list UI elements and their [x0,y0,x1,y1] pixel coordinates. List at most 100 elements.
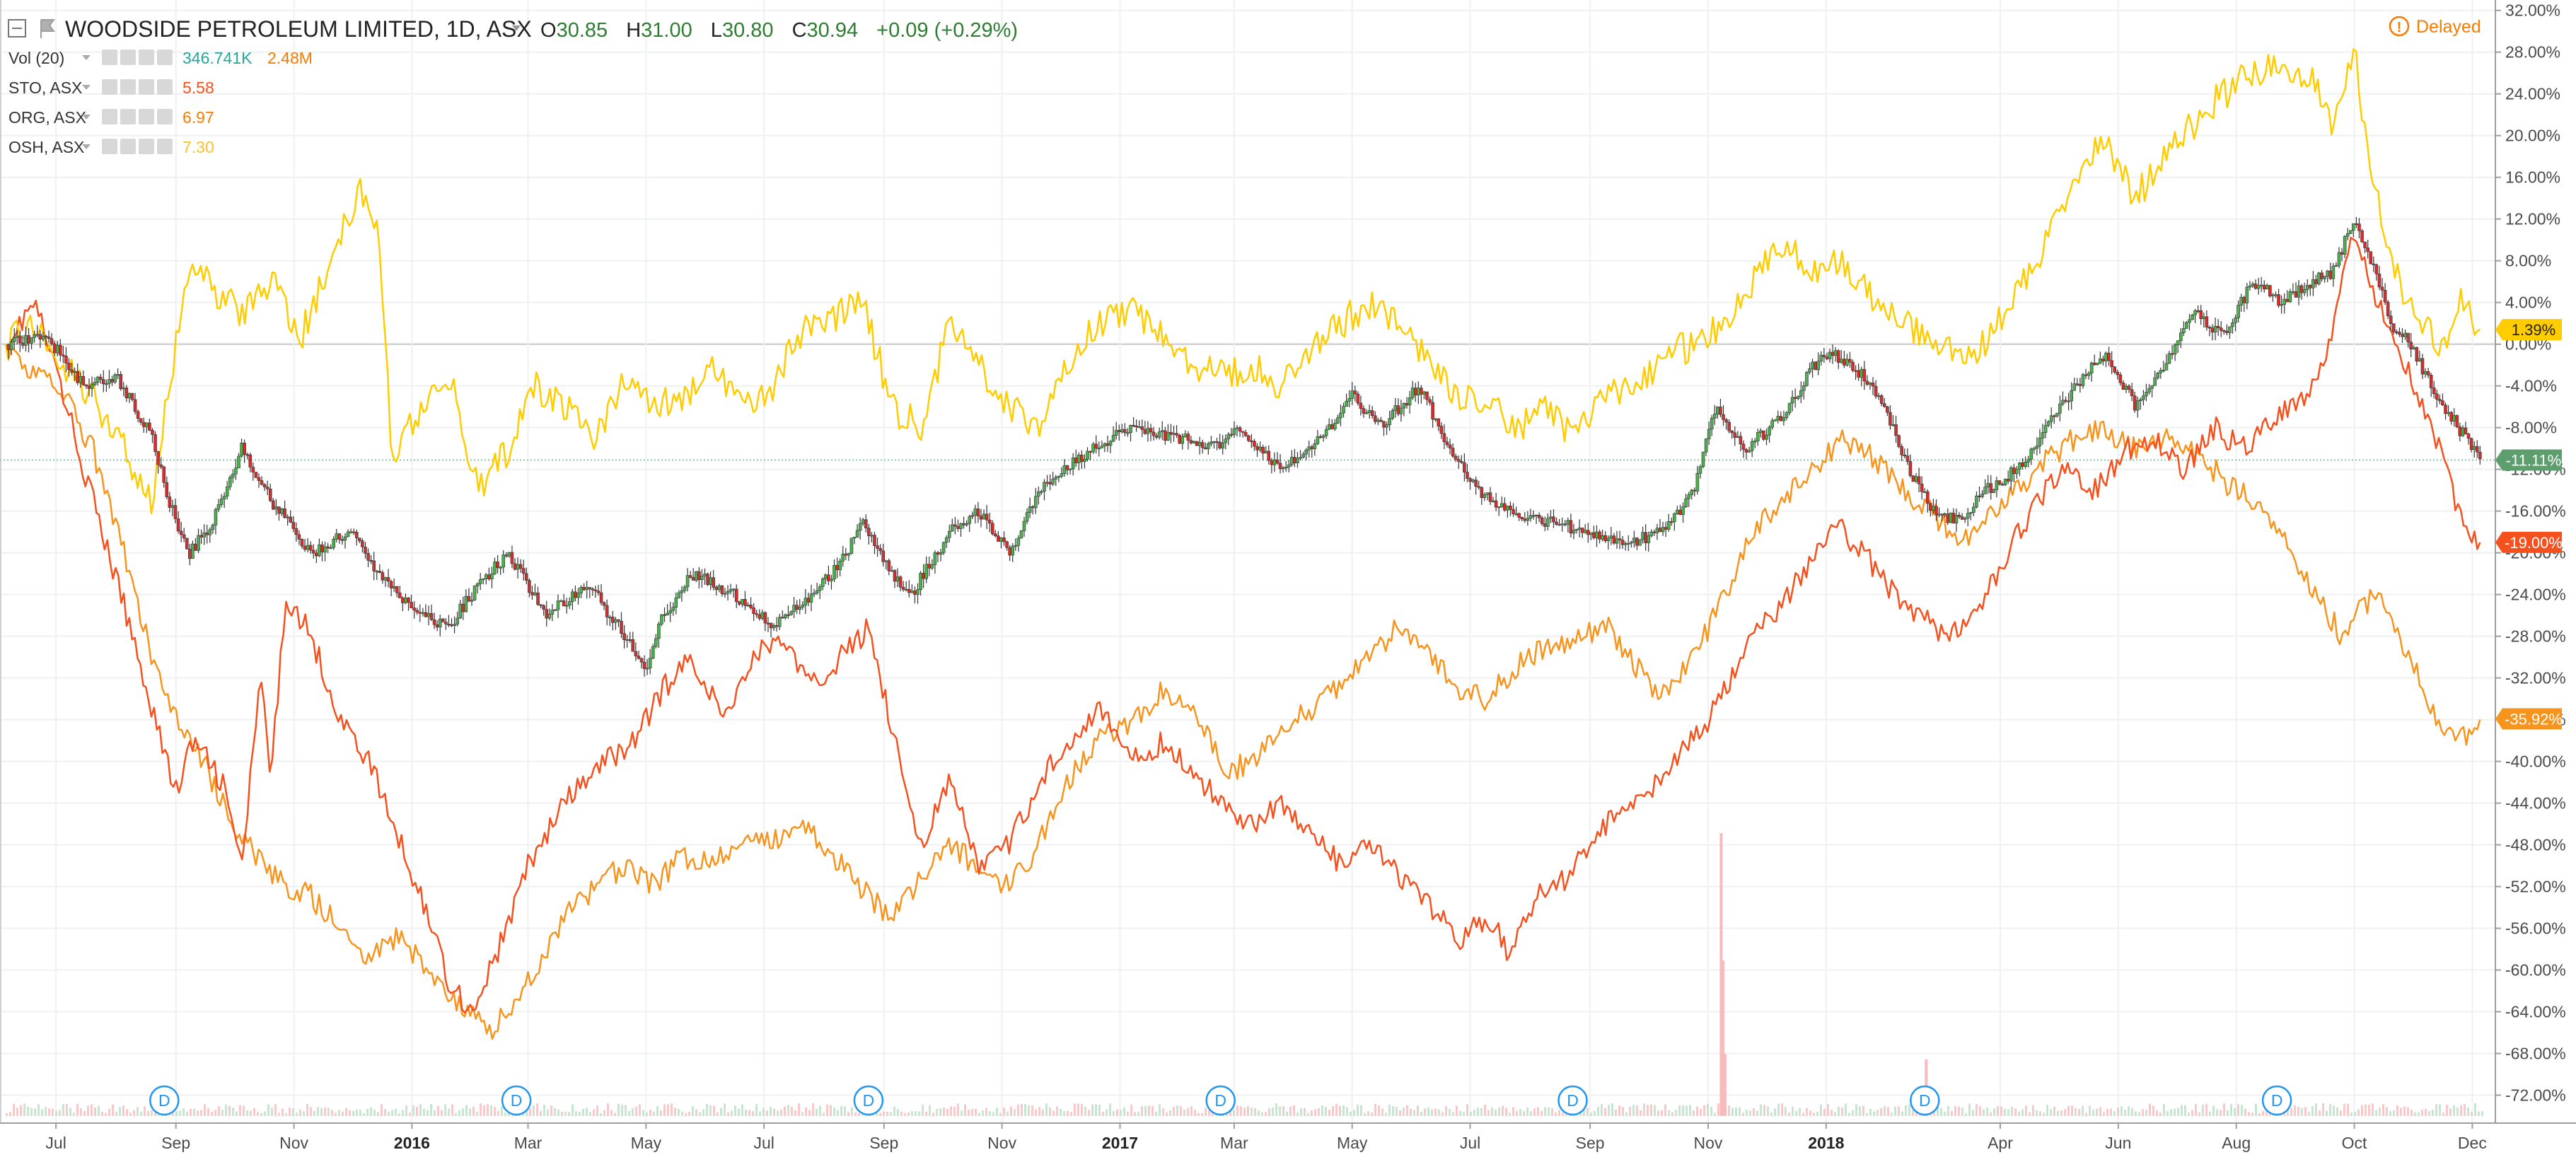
volume-bar [1908,1104,1910,1116]
candle-body [720,586,724,594]
candle-body [1963,518,1967,520]
close-icon[interactable] [157,139,173,154]
volume-bar [137,1107,139,1116]
volume-bar [1088,1110,1090,1116]
candle-body [965,523,968,525]
candle-body [927,564,932,569]
gear-icon[interactable] [102,79,117,95]
volume-bar [1010,1106,1012,1116]
gear-icon[interactable] [102,50,117,65]
candle-body [1727,422,1731,431]
volume-bar [359,1110,361,1116]
gear-icon[interactable] [102,109,117,124]
volume-bar [1735,1108,1737,1116]
volume-bar [55,1110,57,1116]
plus-icon[interactable] [139,109,154,124]
candle-body [844,554,848,556]
candle-body [364,547,367,554]
volume-bar [366,1108,369,1116]
candle-body [766,622,770,624]
candle-body [801,605,805,608]
volume-bar [2198,1112,2200,1116]
volume-bar [1275,1103,1277,1116]
volume-bar [285,1112,287,1116]
candle-body [1011,545,1015,556]
volume-bar [147,1111,149,1116]
volume-bar [844,1106,846,1116]
candle-body [1978,495,1981,497]
volume-bar [2379,1108,2381,1116]
candle-body [1215,441,1219,443]
volume-bar [2365,1104,2367,1116]
volume-bar [214,1110,216,1116]
candle-body [2291,291,2295,294]
settings-icon[interactable] [120,109,136,124]
settings-icon[interactable] [120,139,136,154]
candle-body [2072,383,2077,391]
candle-body [2288,291,2292,303]
candle-body [496,562,499,569]
volume-bar [59,1110,61,1116]
candle-body [1658,528,1662,533]
volume-bar [487,1104,489,1116]
close-icon[interactable] [157,109,173,124]
candle-body [884,560,888,562]
volume-bar [1130,1104,1132,1116]
volume-bar [727,1112,729,1116]
volume-bar [2244,1108,2246,1116]
settings-icon[interactable] [120,50,136,65]
title-dropdown-icon[interactable] [512,25,521,31]
candle-body [1100,446,1104,448]
volume-bar [313,1110,315,1116]
candle-body [122,388,126,390]
plus-icon[interactable] [139,139,154,154]
candle-body [2426,371,2430,376]
svg-text:D: D [2271,1091,2283,1110]
candle-body [185,538,189,550]
candle-body [2202,316,2206,319]
volume-bar [1728,1105,1730,1116]
candle-body [1802,385,1806,391]
volume-bar [1251,1108,1253,1116]
volume-bar [1852,1110,1854,1116]
legend-row[interactable]: ORG, ASX 6.97 [8,108,214,127]
candle-body [518,564,523,569]
close-icon[interactable] [157,50,173,65]
candle-body [2159,370,2163,373]
legend-row[interactable]: Vol (20) 346.741K 2.48M [8,49,313,67]
candle-body [749,605,753,608]
candle-body [1957,514,1961,517]
candle-body [820,579,825,587]
candle-body [389,581,393,588]
candle-body [461,603,465,612]
volume-bar [303,1111,305,1116]
svg-text:D: D [1567,1091,1579,1110]
legend-row[interactable]: OSH, ASX 7.30 [8,138,214,156]
candle-body [2084,374,2088,376]
candle-body [1900,446,1903,455]
flag-icon[interactable] [40,19,55,38]
candle-body [809,593,813,603]
settings-icon[interactable] [120,79,136,95]
volume-bar [2191,1110,2193,1116]
candle-body [585,587,588,591]
volume-bar [713,1105,715,1116]
candle-body [1989,483,1993,493]
volume-bar [706,1103,708,1116]
candle-body [1232,428,1236,435]
candle-body [999,538,1003,542]
volume-bar [1321,1105,1323,1116]
plus-icon[interactable] [139,79,154,95]
gear-icon[interactable] [102,139,117,154]
delayed-status[interactable]: ! Delayed [2389,16,2481,37]
plus-icon[interactable] [139,50,154,65]
volume-bar [1961,1108,1963,1116]
legend-row[interactable]: STO, ASX 5.58 [8,79,214,97]
candle-body [1546,518,1550,527]
volume-bar [1144,1105,1147,1116]
close-icon[interactable] [157,79,173,95]
candle-body [2475,446,2479,453]
candle-body [1951,513,1956,523]
collapse-icon[interactable] [8,19,26,37]
